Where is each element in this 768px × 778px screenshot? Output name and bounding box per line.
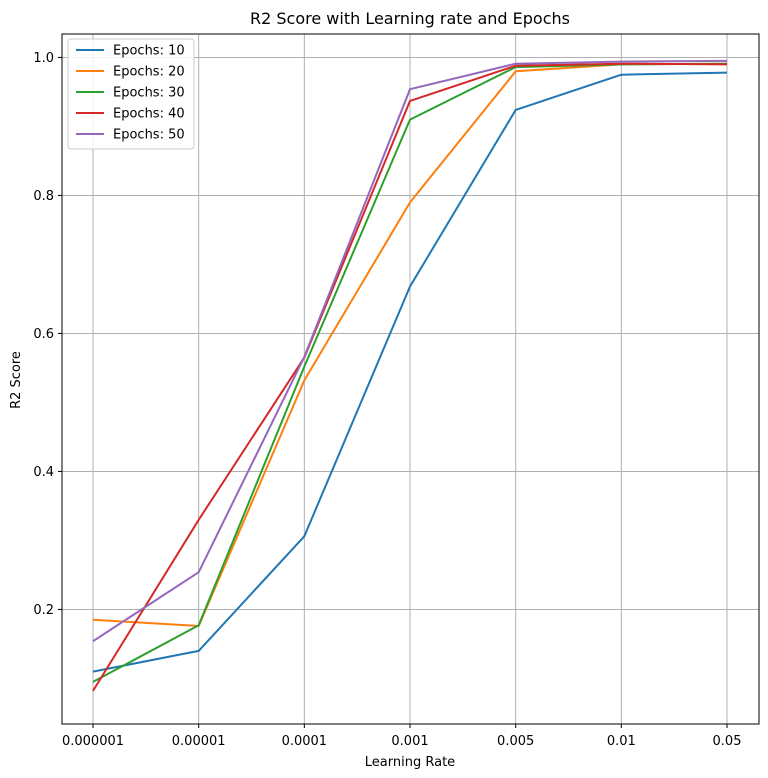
legend-label: Epochs: 50 (113, 128, 185, 143)
y-tick-label: 0.2 (33, 603, 54, 618)
legend: Epochs: 10 Epochs: 20 Epochs: 30 Epochs: 40… (67, 38, 195, 150)
x-tick-label: 0.001 (391, 734, 428, 749)
x-axis: 0.000001 0.00001 0.0001 0.001 0.005 0.01 0.05 (62, 724, 741, 749)
series-line (92, 59, 728, 643)
chart-title: R2 Score with Learning rate and Epochs (250, 9, 570, 28)
legend-box (67, 38, 195, 150)
series-lines (92, 59, 728, 692)
series-line (92, 62, 728, 692)
y-axis: 0.2 0.4 0.6 0.8 1.0 (33, 51, 62, 618)
y-tick-label: 1.0 (33, 51, 54, 66)
series-line (92, 71, 728, 673)
legend-label: Epochs: 10 (113, 44, 185, 59)
x-tick-label: 0.05 (713, 734, 742, 749)
y-tick-label: 0.8 (33, 189, 54, 204)
legend-label: Epochs: 30 (113, 86, 185, 101)
x-tick-label: 0.01 (607, 734, 636, 749)
x-tick-label: 0.0001 (282, 734, 328, 749)
x-tick-label: 0.005 (497, 734, 534, 749)
x-axis-label: Learning Rate (365, 755, 455, 770)
y-axis-label: R2 Score (9, 351, 24, 409)
y-tick-label: 0.4 (33, 465, 54, 480)
legend-label: Epochs: 40 (113, 107, 185, 122)
legend-label: Epochs: 20 (113, 65, 185, 80)
legend-items: Epochs: 10 Epochs: 20 Epochs: 30 Epochs: 40… (76, 44, 185, 143)
x-tick-label: 0.000001 (62, 734, 124, 749)
x-tick-label: 0.00001 (172, 734, 226, 749)
y-tick-label: 0.6 (33, 327, 54, 342)
